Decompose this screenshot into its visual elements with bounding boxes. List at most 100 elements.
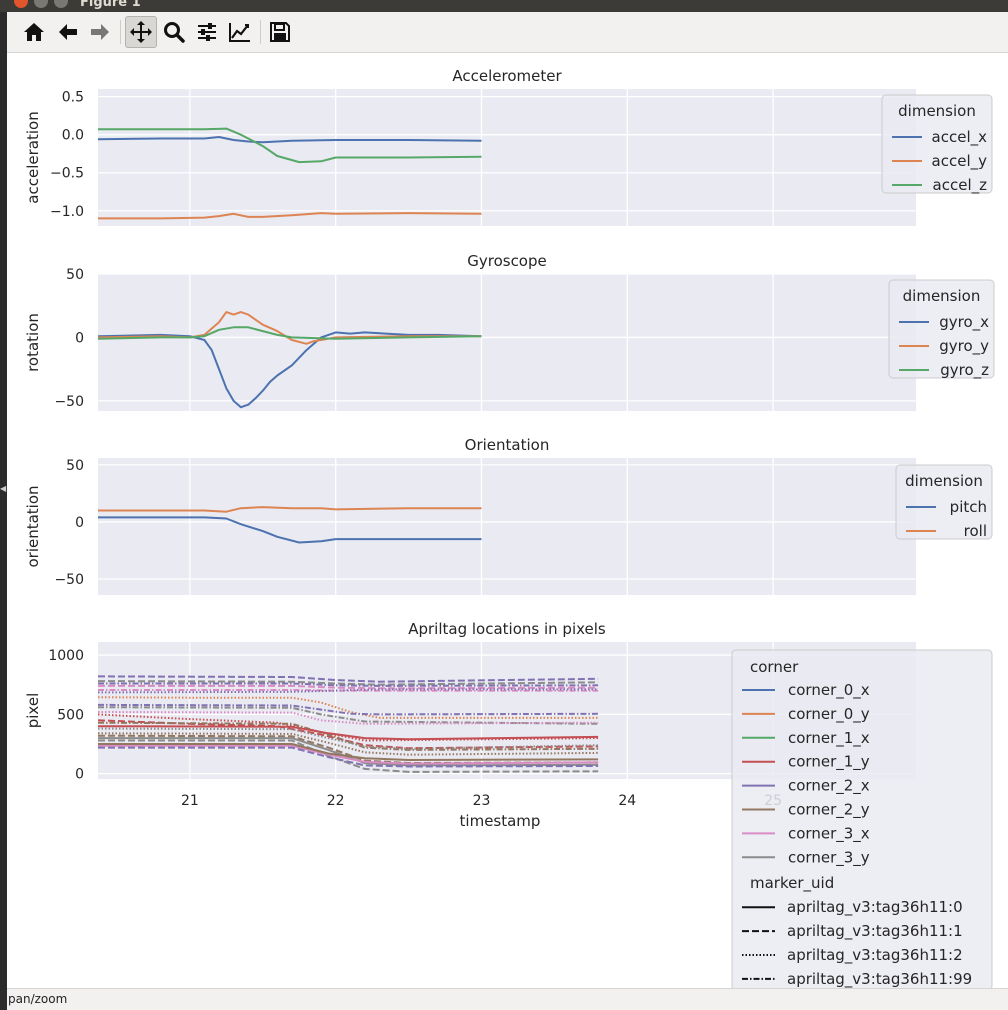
x-tick-label: 23 xyxy=(473,793,491,809)
series-line xyxy=(97,696,599,719)
save-button[interactable] xyxy=(265,17,295,47)
series-line xyxy=(97,688,599,694)
legend-title: dimension xyxy=(903,287,981,305)
subplot-1: 0.5 0.0 −0.5 −1.0 Accelerometer acceleration d… xyxy=(24,67,993,226)
home-icon xyxy=(24,23,44,41)
legend-box xyxy=(888,279,995,379)
forward-button[interactable] xyxy=(85,17,115,47)
sliders-icon xyxy=(198,23,216,41)
back-button[interactable] xyxy=(53,17,83,47)
pan-button[interactable] xyxy=(125,16,157,48)
series-line xyxy=(98,682,599,687)
series-line-gyro-z xyxy=(97,326,482,340)
edit-axis-button[interactable] xyxy=(225,17,255,47)
configure-subplots-button[interactable] xyxy=(192,17,222,47)
y-tick-label: 50 xyxy=(66,267,84,283)
window-titlebar: Figure 1 xyxy=(0,0,1008,12)
series-line xyxy=(97,721,599,751)
window-title: Figure 1 xyxy=(80,0,141,10)
axes-background xyxy=(98,458,916,595)
legend-box xyxy=(895,464,993,540)
y-axis-label: rotation xyxy=(24,313,42,372)
legend-entry-label: corner_3_x xyxy=(788,824,870,843)
series-line xyxy=(97,675,599,683)
legend-entry-label: corner_1_x xyxy=(788,729,870,748)
series-line xyxy=(98,739,599,773)
legend-entry-label: corner_2_y xyxy=(788,801,870,820)
legend-entry-label: accel_y xyxy=(932,152,988,171)
y-tick-label: 1000 xyxy=(48,648,84,664)
y-tick-label: 0.5 xyxy=(62,90,84,106)
series-line-roll xyxy=(98,506,482,513)
x-tick-label: 24 xyxy=(618,793,636,809)
line-chart-icon xyxy=(229,23,250,42)
subplot-title: Gyroscope xyxy=(467,252,547,270)
legend-entry-label: gyro_z xyxy=(940,361,989,380)
toolbar-separator xyxy=(260,20,261,44)
x-axis-label: timestamp xyxy=(460,812,541,830)
legend: dimension pitch roll xyxy=(895,464,993,540)
subplot-title: Apriltag locations in pixels xyxy=(408,620,606,638)
subplot-title: Accelerometer xyxy=(452,67,562,85)
subplot-3: 50 0 −50 Orientation orientation dimension pit… xyxy=(24,436,993,595)
legend-title: dimension xyxy=(898,102,976,120)
floppy-icon xyxy=(270,22,290,42)
window-maximize-button[interactable] xyxy=(54,0,68,8)
series-line-accel-z xyxy=(98,127,482,164)
legend-entry-label: pitch xyxy=(950,498,987,516)
y-tick-label: 50 xyxy=(66,458,84,474)
y-tick-label: 0 xyxy=(75,330,84,346)
figure-window: 0.5 0.0 −0.5 −1.0 Accelerometer acceleration d… xyxy=(7,12,1008,1010)
arrow-left-icon xyxy=(59,24,77,40)
legend-entry-label: accel_z xyxy=(933,176,988,195)
y-tick-label: −50 xyxy=(54,572,84,588)
y-tick-label: 0 xyxy=(75,515,84,531)
legend-subtitle-marker-uid: marker_uid xyxy=(750,874,834,893)
legend-entry-label: apriltag_v3:tag36h11:0 xyxy=(787,898,963,917)
window-close-button[interactable] xyxy=(14,0,28,8)
series-line xyxy=(97,706,599,725)
axes-background xyxy=(98,89,916,226)
magnifier-icon xyxy=(164,22,185,43)
zoom-button[interactable] xyxy=(159,17,189,47)
series-line-pitch xyxy=(98,516,482,544)
y-tick-label: 0 xyxy=(75,767,84,783)
legend-entry-label: corner_1_y xyxy=(788,753,870,772)
legend-entry-label: gyro_y xyxy=(939,337,989,356)
home-button[interactable] xyxy=(19,17,49,47)
x-tick-label: 21 xyxy=(181,793,199,809)
series-line xyxy=(97,725,599,741)
arrow-right-icon xyxy=(91,24,109,40)
legend-entry-label: apriltag_v3:tag36h11:2 xyxy=(787,946,963,965)
axes-background xyxy=(98,274,916,411)
subplot-2: 50 0 −50 Gyroscope rotation dimension gyro_xgy… xyxy=(24,252,995,411)
series-line-accel-y xyxy=(98,212,482,220)
series-line xyxy=(97,727,599,750)
legend-title: dimension xyxy=(905,472,983,490)
series-line xyxy=(97,711,599,725)
series-line xyxy=(98,743,599,761)
x-tick-label: 22 xyxy=(327,793,345,809)
status-text: pan/zoom xyxy=(8,992,68,1006)
move-icon xyxy=(130,21,152,43)
toolbar-separator xyxy=(120,20,121,44)
legend-entry-label: corner_2_x xyxy=(788,777,870,796)
window-minimize-button[interactable] xyxy=(34,0,48,8)
collapse-arrow-icon: ◀ xyxy=(0,484,7,493)
series-line xyxy=(98,689,599,692)
legend-entry-label: accel_x xyxy=(932,128,988,147)
series-line xyxy=(97,680,599,686)
status-bar: pan/zoom xyxy=(7,988,1008,1010)
legend-entry-label: corner_0_x xyxy=(788,681,870,700)
y-tick-label: −0.5 xyxy=(50,166,84,182)
y-tick-label: 500 xyxy=(57,707,84,723)
figure-canvas[interactable]: 0.5 0.0 −0.5 −1.0 Accelerometer acceleration d… xyxy=(7,53,1008,991)
legend: corner corner_0_x corner_0_y corner_1_xcorn… xyxy=(731,649,993,991)
y-tick-label: −50 xyxy=(54,394,84,410)
series-line xyxy=(98,744,599,765)
figure-svg[interactable]: 0.5 0.0 −0.5 −1.0 Accelerometer acceleration d… xyxy=(7,53,1008,991)
subplot-title: Orientation xyxy=(465,436,550,454)
legend-entry-label: corner_0_y xyxy=(788,705,870,724)
y-axis-label: acceleration xyxy=(24,111,42,203)
series-line-accel-x xyxy=(97,136,482,144)
